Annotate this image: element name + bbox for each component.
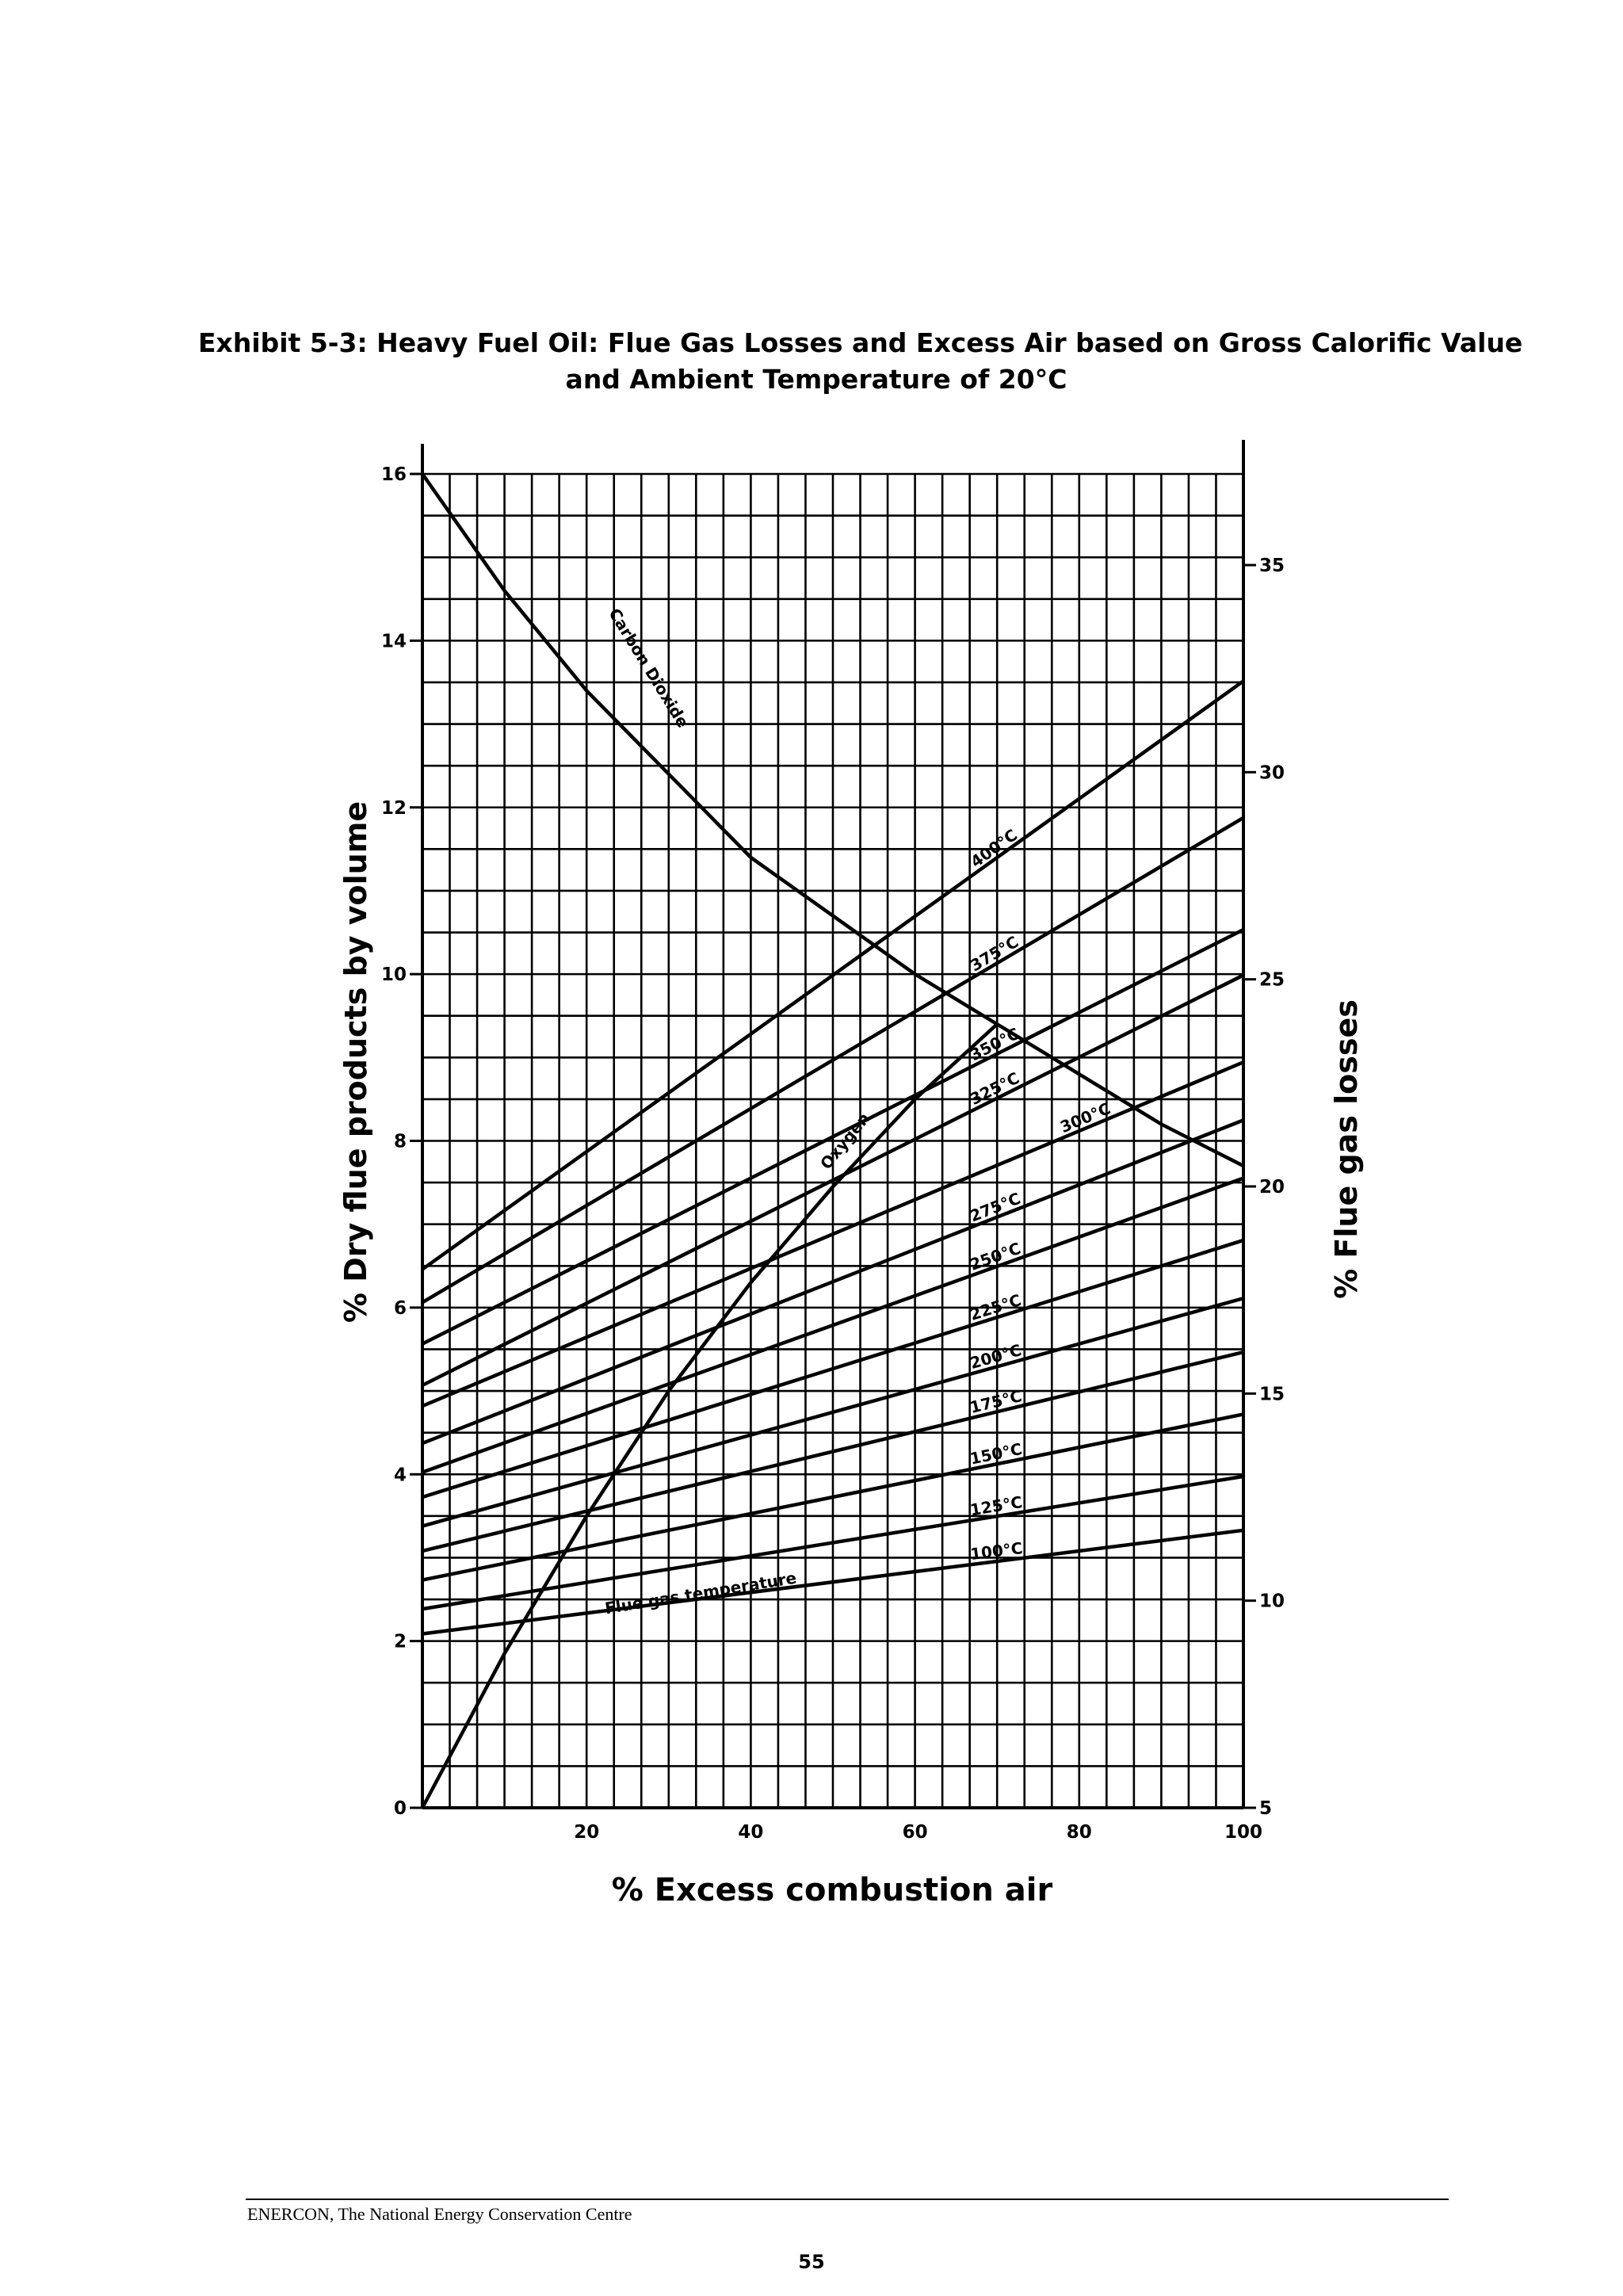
y-axis-left-label: % Dry flue products by volume [338, 801, 373, 1323]
right-axis-tick-label: 30 [1259, 762, 1285, 783]
x-axis-tick-label: 20 [574, 1822, 599, 1843]
left-axis-tick-label: 12 [381, 798, 407, 819]
temperature-line-100 [422, 1528, 1244, 1636]
x-axis-tick-label: 60 [903, 1822, 928, 1843]
temperature-label-275: 275°C [967, 1189, 1023, 1226]
axes [410, 440, 1256, 1809]
temperature-line-325 [421, 973, 1245, 1387]
footer-organization: ENERCON, The National Energy Conservatio… [247, 2204, 632, 2224]
temperature-line-350 [421, 927, 1245, 1346]
left-axis-tick-label: 4 [394, 1465, 407, 1485]
x-axis-tick-label: 40 [738, 1822, 763, 1843]
right-axis-tick-label: 25 [1259, 970, 1285, 991]
x-axis-tick-label: 80 [1067, 1822, 1092, 1843]
data-lines [421, 472, 1245, 1809]
x-axis-label: % Excess combustion air [612, 1872, 1053, 1908]
temperature-line-275 [422, 1118, 1244, 1446]
temperature-line-225 [422, 1238, 1244, 1499]
temperature-line-300 [422, 1060, 1244, 1408]
y-axis-right-label: % Flue gas losses [1329, 999, 1364, 1299]
left-axis-tick-label: 10 [381, 965, 407, 985]
left-axis-tick-label: 6 [394, 1298, 407, 1319]
right-axis-tick-label: 10 [1259, 1591, 1285, 1612]
temperature-line-375 [421, 816, 1245, 1305]
left-axis-tick-label: 14 [381, 631, 407, 651]
x-axis-tick-label: 100 [1224, 1822, 1262, 1843]
series-line-oxygen [421, 1022, 999, 1809]
temperature-line-250 [422, 1176, 1244, 1474]
page-number: 55 [798, 2251, 825, 2273]
temperature-label-325: 325°C [967, 1068, 1022, 1109]
left-axis-tick-label: 16 [381, 464, 407, 485]
footer-rule [246, 2199, 1449, 2200]
temperature-line-175 [422, 1350, 1244, 1553]
left-axis-tick-label: 2 [394, 1632, 407, 1652]
left-axis-tick-label: 0 [394, 1798, 407, 1819]
right-axis-tick-label: 15 [1259, 1384, 1285, 1404]
temperature-line-400 [421, 679, 1245, 1271]
temperature-line-125 [422, 1474, 1244, 1611]
chart-title-line-1: Exhibit 5-3: Heavy Fuel Oil: Flue Gas Lo… [198, 327, 1523, 358]
temperature-line-200 [422, 1296, 1244, 1528]
chart-title: Exhibit 5-3: Heavy Fuel Oil: Flue Gas Lo… [198, 325, 1523, 398]
chart-title-line-2: and Ambient Temperature of 20°C [565, 364, 1067, 395]
carbon-dioxide-label: Carbon Dioxide [605, 605, 693, 731]
right-axis-tick-label: 20 [1259, 1177, 1285, 1198]
series-line-carbon-dioxide [421, 472, 1245, 1168]
labels: 0 2 4 6 8 10 12 14 16 5 10 15 20 25 30 35 20 40 60 80 100 % E… [338, 464, 1364, 1908]
right-axis-tick-label: 5 [1259, 1798, 1272, 1819]
left-axis-tick-label: 8 [394, 1132, 407, 1152]
right-axis-tick-label: 35 [1259, 556, 1285, 576]
temperature-label-300: 300°C [1057, 1098, 1113, 1137]
temperature-line-150 [422, 1412, 1244, 1582]
